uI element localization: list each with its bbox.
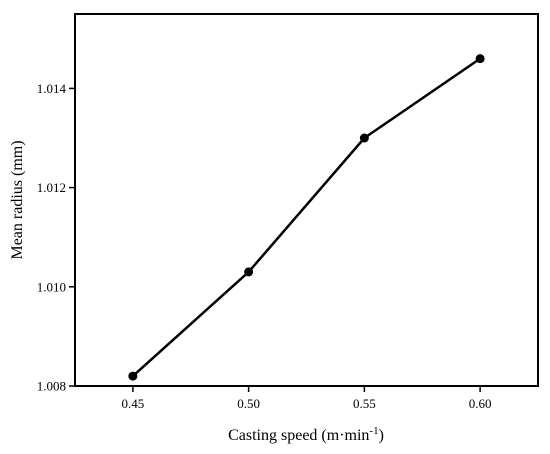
series-layer: [128, 54, 485, 381]
x-axis: 0.45 0.50 0.55 0.60: [122, 386, 492, 411]
data-point: [244, 267, 254, 277]
x-tick-label: 0.55: [353, 396, 376, 411]
y-tick-label: 1.014: [37, 81, 67, 96]
x-tick-label: 0.50: [237, 396, 260, 411]
y-tick-label: 1.008: [37, 379, 66, 394]
data-point: [359, 133, 369, 143]
y-tick-label: 1.012: [37, 180, 66, 195]
y-axis-title: Mean radius (mm): [9, 140, 26, 259]
y-axis: 1.008 1.010 1.012 1.014: [37, 81, 75, 394]
x-tick-label: 0.60: [469, 396, 492, 411]
plot-frame: [74, 13, 539, 387]
x-axis-title: Casting speed (m·min-1): [228, 425, 384, 444]
x-tick-label: 0.45: [122, 396, 145, 411]
data-point: [128, 371, 138, 381]
series-line: [132, 57, 481, 378]
y-tick-label: 1.010: [37, 279, 66, 294]
data-point: [475, 54, 485, 64]
